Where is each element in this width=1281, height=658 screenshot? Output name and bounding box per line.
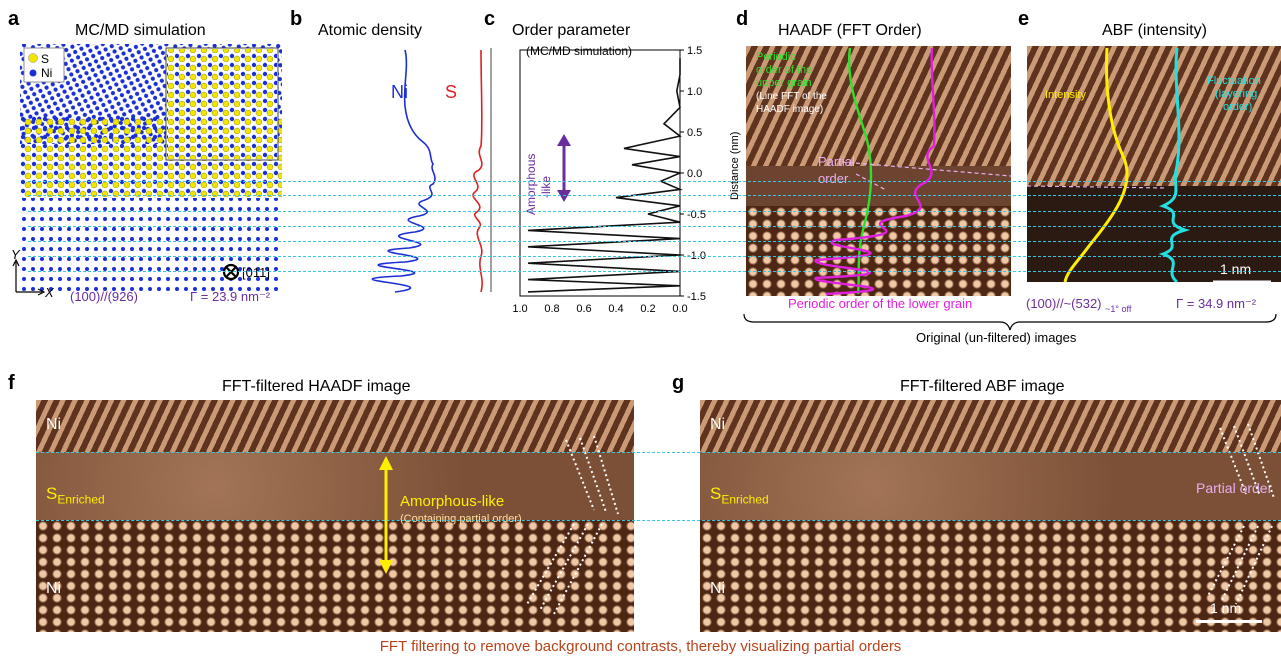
s-density-label: S bbox=[445, 82, 457, 102]
abf-lattice-guide-lines bbox=[1207, 423, 1275, 605]
fluctuation-3: order) bbox=[1223, 101, 1252, 113]
axis-y-label: Y bbox=[11, 248, 21, 262]
haadf-image: Periodic order of the upper grain (Line … bbox=[746, 46, 1011, 296]
x-tick-label: 0.4 bbox=[608, 303, 623, 315]
brace-icon bbox=[743, 313, 1277, 331]
green-note-1: Periodic bbox=[756, 51, 796, 63]
panel-a-title: MC/MD simulation bbox=[75, 22, 206, 39]
fluctuation-2: (layering bbox=[1215, 88, 1257, 100]
y-tick-label: 1.5 bbox=[687, 45, 702, 57]
panel-g-ni-bottom: Ni bbox=[710, 580, 726, 597]
panel-e-orientation-sub: ~1° off bbox=[1105, 304, 1132, 314]
fft-abf-image: Ni SEnriched Ni Partial order 1 nm bbox=[700, 400, 1281, 632]
ni-density-label: Ni bbox=[391, 82, 408, 102]
fft-abf-scalebar-label: 1 nm bbox=[1210, 600, 1242, 616]
simulation-image: S Ni [011] bbox=[20, 44, 282, 294]
x-tick-label: 1.0 bbox=[512, 303, 527, 315]
legend-ni-label: Ni bbox=[41, 66, 52, 80]
panel-d-title: HAADF (FFT Order) bbox=[778, 22, 922, 39]
x-tick-label: 0.0 bbox=[672, 303, 687, 315]
x-tick-label: 0.2 bbox=[640, 303, 655, 315]
abf-scalebar-label: 1 nm bbox=[1220, 261, 1251, 277]
panel-g-label: g bbox=[672, 372, 685, 394]
axis-arrows-icon: Y X bbox=[11, 248, 55, 298]
fft-haadf-image: Ni SEnriched Ni Amorphous-like (Containi… bbox=[36, 400, 634, 632]
panel-e-gamma: Γ = 34.9 nm⁻² bbox=[1176, 296, 1257, 311]
panel-f-label: f bbox=[8, 372, 15, 394]
fft-abf-scalebar bbox=[1196, 620, 1262, 623]
intensity-label: Intensity bbox=[1045, 89, 1086, 101]
x-tick-label: 0.8 bbox=[544, 303, 559, 315]
green-note-3: upper grain bbox=[756, 77, 812, 89]
panel-f-containing-label: (Containing partial order) bbox=[400, 513, 522, 525]
panel-a-gamma: Γ = 23.9 nm⁻² bbox=[190, 289, 271, 304]
y-tick-label: -0.5 bbox=[687, 209, 706, 221]
s-density-curve bbox=[472, 49, 483, 293]
footer-caption: FFT filtering to remove background contr… bbox=[379, 638, 902, 655]
panel-b-label: b bbox=[290, 8, 303, 30]
amorphous-annotation: Amorphous bbox=[524, 154, 538, 215]
panel-c-subtitle: (MC/MD simulation) bbox=[526, 44, 633, 58]
x-tick-label: 0.6 bbox=[576, 303, 591, 315]
zone-axis-label: [011] bbox=[242, 265, 270, 280]
fluctuation-1: Fluctuation bbox=[1207, 75, 1261, 87]
panel-c-label: c bbox=[484, 8, 496, 30]
green-note-2: order of the bbox=[756, 64, 812, 76]
panel-f-amorphous-label: Amorphous-like bbox=[400, 493, 505, 510]
white-note-1: (Line FFT of the bbox=[756, 91, 827, 102]
panel-f-ni-bottom: Ni bbox=[46, 580, 62, 597]
panel-a-label: a bbox=[8, 8, 20, 30]
y-tick-label: -1.5 bbox=[687, 291, 706, 303]
haadf-profiles: Periodic order of the upper grain (Line … bbox=[756, 47, 1011, 296]
panel-g-ni-top: Ni bbox=[710, 416, 726, 433]
abf-profiles: Intensity Fluctuation (layering order) 1… bbox=[1027, 47, 1271, 282]
distance-axis-label: Distance (nm) bbox=[729, 132, 741, 200]
lower-grain-caption: Periodic order of the lower grain bbox=[788, 296, 973, 311]
panel-b-title: Atomic density bbox=[318, 22, 423, 39]
partial-order-2: order bbox=[818, 171, 849, 186]
brace-caption: Original (un-filtered) images bbox=[916, 330, 1077, 345]
panel-f-title: FFT-filtered HAADF image bbox=[222, 378, 411, 395]
lattice-guide-lines bbox=[525, 435, 619, 615]
order-parameter-series bbox=[527, 58, 684, 293]
y-tick-label: 1.0 bbox=[687, 86, 702, 98]
panel-d-label: d bbox=[736, 8, 749, 30]
panel-c-title: Order parameter bbox=[512, 22, 631, 39]
panel-f-s-enriched: SEnriched bbox=[46, 484, 105, 507]
atomic-density-plot: Ni S bbox=[371, 48, 492, 293]
y-tick-label: 0.5 bbox=[687, 127, 702, 139]
panel-a-orientation: (100)//(926) bbox=[70, 289, 138, 304]
panel-e-label: e bbox=[1018, 8, 1030, 30]
legend-s-label: S bbox=[41, 52, 49, 66]
panel-g-partial-order: Partial order bbox=[1196, 480, 1273, 496]
order-parameter-chart: 1.0 0.8 0.6 0.4 0.2 0.01.51.00.50.0-0.5-1.0-1… bbox=[512, 45, 741, 315]
panel-e-orientation-main: (100)//~(532) bbox=[1026, 296, 1102, 311]
abf-image: Intensity Fluctuation (layering order) 1… bbox=[1027, 46, 1281, 282]
white-note-2: HAADF image) bbox=[756, 104, 823, 115]
partial-order-1: Partial bbox=[818, 154, 855, 169]
axis-x-label: X bbox=[44, 285, 55, 298]
panel-g-title: FFT-filtered ABF image bbox=[900, 378, 1065, 395]
y-tick-label: 0.0 bbox=[687, 168, 702, 180]
amorphous-double-arrow-icon bbox=[379, 456, 393, 574]
panel-g-s-enriched: SEnriched bbox=[710, 484, 769, 507]
panel-f-ni-top: Ni bbox=[46, 416, 62, 433]
panel-e-title: ABF (intensity) bbox=[1102, 22, 1207, 39]
panel-e-orientation: (100)//~(532) ~1° off bbox=[1026, 296, 1131, 314]
